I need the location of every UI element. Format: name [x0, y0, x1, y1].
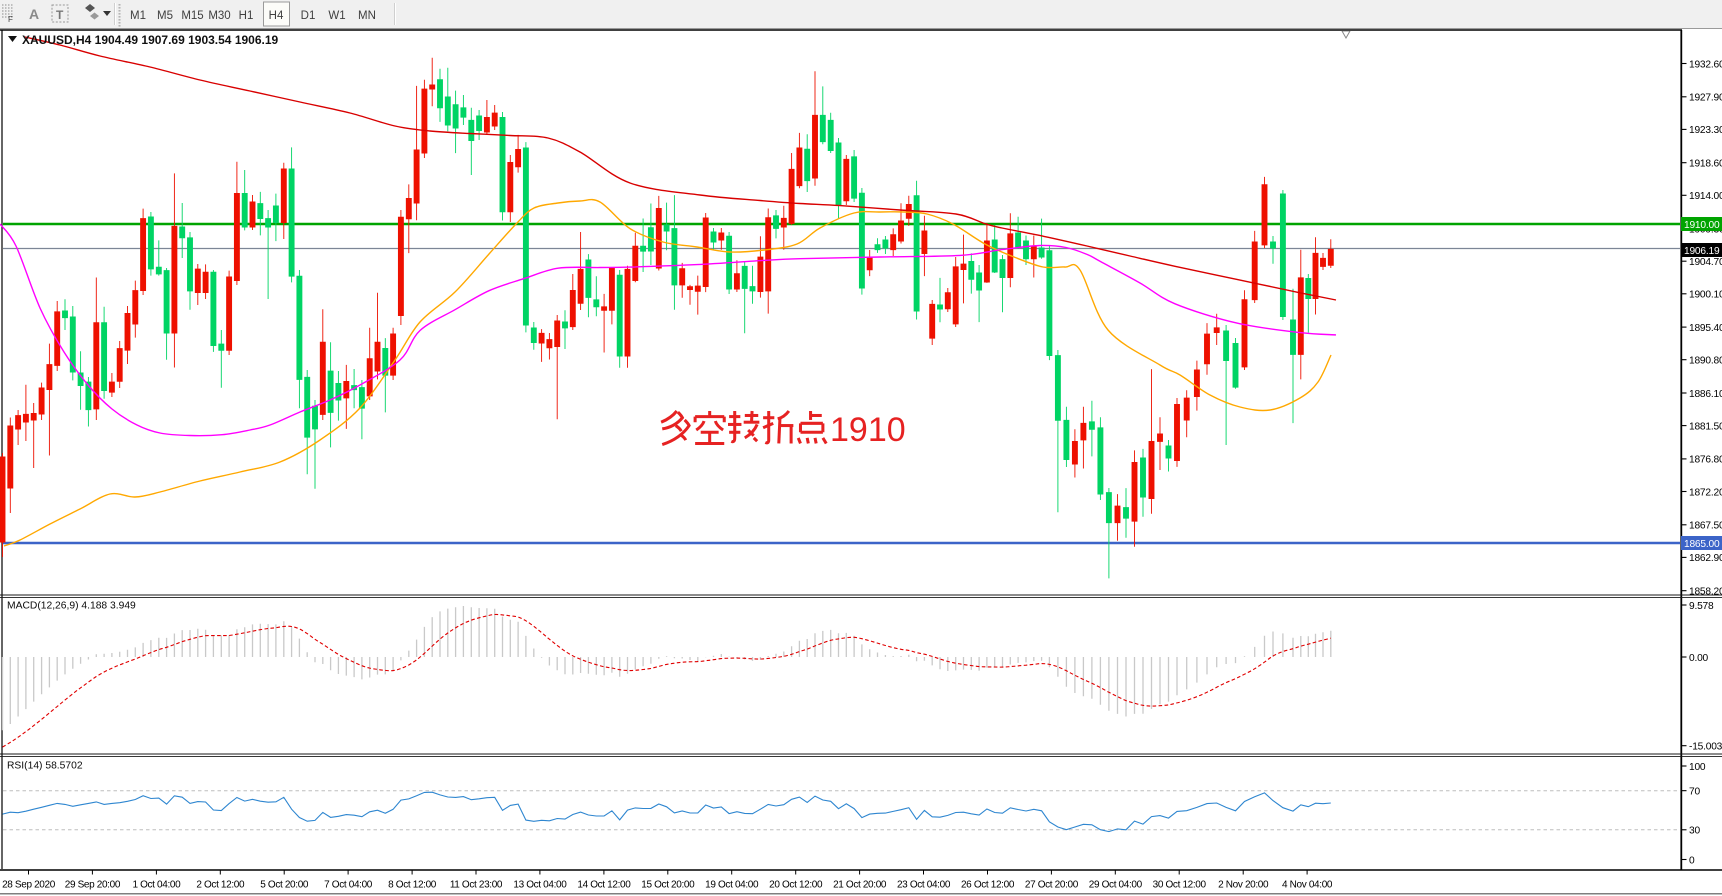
svg-text:1862.90: 1862.90 — [1689, 553, 1722, 564]
svg-text:1876.80: 1876.80 — [1689, 455, 1722, 466]
svg-text:21 Oct 20:00: 21 Oct 20:00 — [833, 880, 887, 891]
svg-text:0: 0 — [1689, 855, 1695, 866]
svg-text:1906.19: 1906.19 — [1684, 246, 1720, 257]
svg-text:2 Nov 20:00: 2 Nov 20:00 — [1218, 880, 1269, 891]
svg-text:0.00: 0.00 — [1689, 653, 1709, 664]
svg-text:M15: M15 — [181, 10, 203, 22]
svg-text:1865.00: 1865.00 — [1684, 539, 1720, 550]
svg-text:1867.50: 1867.50 — [1689, 521, 1722, 532]
svg-text:F: F — [8, 15, 13, 24]
svg-text:29 Oct 04:00: 29 Oct 04:00 — [1089, 880, 1143, 891]
svg-text:RSI(14) 58.5702: RSI(14) 58.5702 — [7, 761, 83, 772]
svg-text:A: A — [29, 6, 39, 22]
svg-text:M5: M5 — [157, 10, 173, 22]
svg-text:1858.20: 1858.20 — [1689, 587, 1722, 598]
svg-text:19 Oct 04:00: 19 Oct 04:00 — [705, 880, 759, 891]
svg-text:XAUUSD,H4 1904.49 1907.69 190: XAUUSD,H4 1904.49 1907.69 1903.54 1906.1… — [22, 33, 279, 47]
svg-text:1895.40: 1895.40 — [1689, 323, 1722, 334]
svg-text:4 Nov 04:00: 4 Nov 04:00 — [1282, 880, 1333, 891]
svg-text:8 Oct 12:00: 8 Oct 12:00 — [388, 880, 437, 891]
svg-text:30 Oct 12:00: 30 Oct 12:00 — [1153, 880, 1207, 891]
svg-text:-15.003: -15.003 — [1689, 742, 1722, 753]
svg-text:1 Oct 04:00: 1 Oct 04:00 — [132, 880, 181, 891]
svg-text:26 Oct 12:00: 26 Oct 12:00 — [961, 880, 1015, 891]
svg-text:13 Oct 04:00: 13 Oct 04:00 — [513, 880, 567, 891]
svg-text:23 Oct 04:00: 23 Oct 04:00 — [897, 880, 951, 891]
svg-text:11 Oct 23:00: 11 Oct 23:00 — [450, 880, 503, 891]
svg-text:7 Oct 04:00: 7 Oct 04:00 — [324, 880, 373, 891]
svg-text:1918.60: 1918.60 — [1689, 159, 1722, 170]
svg-text:1932.60: 1932.60 — [1689, 59, 1722, 70]
svg-text:20 Oct 12:00: 20 Oct 12:00 — [769, 880, 823, 891]
svg-text:MN: MN — [358, 10, 376, 22]
svg-text:28 Sep 2020: 28 Sep 2020 — [2, 880, 56, 891]
svg-text:1910: 1910 — [830, 411, 906, 449]
svg-text:2 Oct 12:00: 2 Oct 12:00 — [196, 880, 245, 891]
svg-text:15 Oct 20:00: 15 Oct 20:00 — [641, 880, 695, 891]
svg-text:T: T — [56, 8, 64, 22]
svg-text:1872.20: 1872.20 — [1689, 487, 1722, 498]
svg-text:1881.50: 1881.50 — [1689, 421, 1722, 432]
svg-text:1904.70: 1904.70 — [1689, 257, 1722, 268]
svg-text:M30: M30 — [208, 10, 230, 22]
svg-text:MACD(12,26,9) 4.188 3.949: MACD(12,26,9) 4.188 3.949 — [7, 601, 136, 612]
svg-text:70: 70 — [1689, 786, 1700, 797]
svg-text:29 Sep 20:00: 29 Sep 20:00 — [65, 880, 121, 891]
svg-text:1890.80: 1890.80 — [1689, 356, 1722, 367]
svg-text:1914.00: 1914.00 — [1689, 191, 1722, 202]
svg-text:5 Oct 20:00: 5 Oct 20:00 — [260, 880, 309, 891]
svg-text:1910.00: 1910.00 — [1684, 220, 1720, 231]
svg-text:30: 30 — [1689, 826, 1700, 837]
svg-text:1923.30: 1923.30 — [1689, 125, 1722, 136]
svg-text:14 Oct 12:00: 14 Oct 12:00 — [577, 880, 631, 891]
svg-text:100: 100 — [1689, 762, 1706, 773]
svg-text:H4: H4 — [269, 10, 284, 22]
svg-text:1900.10: 1900.10 — [1689, 290, 1722, 301]
svg-text:W1: W1 — [328, 10, 345, 22]
svg-text:1927.90: 1927.90 — [1689, 93, 1722, 104]
svg-text:1886.10: 1886.10 — [1689, 389, 1722, 400]
svg-text:H1: H1 — [239, 10, 254, 22]
svg-text:D1: D1 — [301, 10, 316, 22]
svg-text:M1: M1 — [130, 10, 146, 22]
svg-text:9.578: 9.578 — [1689, 601, 1714, 612]
svg-text:27 Oct 20:00: 27 Oct 20:00 — [1025, 880, 1079, 891]
